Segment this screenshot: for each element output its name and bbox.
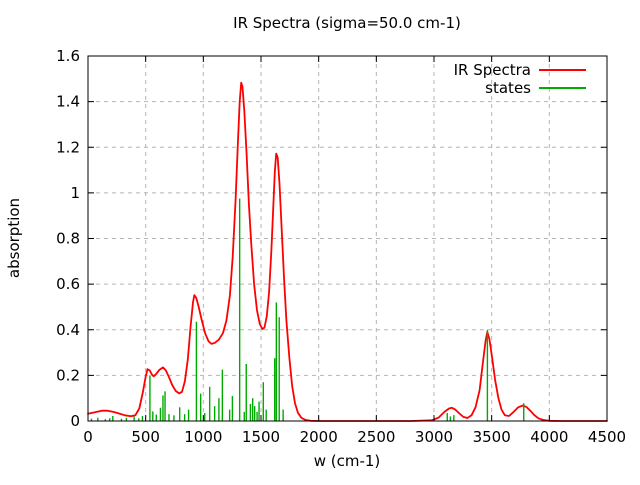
x-tick-label: 3500: [473, 428, 511, 446]
y-tick-label: 1.4: [56, 93, 80, 111]
legend-label-states: states: [485, 79, 531, 97]
legend-label-ir-spectra: IR Spectra: [454, 61, 531, 79]
x-tick-label: 500: [131, 428, 160, 446]
x-tick-label: 2500: [357, 428, 395, 446]
y-tick-label: 0.2: [56, 366, 80, 384]
x-tick-label: 1000: [184, 428, 222, 446]
x-axis-label: w (cm-1): [314, 452, 381, 470]
y-tick-label: 1.2: [56, 138, 80, 156]
y-tick-label: 0.6: [56, 275, 80, 293]
x-tick-label: 4000: [530, 428, 568, 446]
x-tick-label: 3000: [415, 428, 453, 446]
plot-border: [87, 55, 608, 422]
y-tick-label: 0.8: [56, 230, 80, 248]
x-tick-label: 0: [83, 428, 93, 446]
y-axis-label: absorption: [5, 198, 23, 278]
y-tick-label: 0.4: [56, 321, 80, 339]
x-tick-label: 1500: [242, 428, 280, 446]
legend: IR Spectra states: [454, 61, 586, 97]
y-tick-label: 1: [70, 184, 80, 202]
ir-spectra-curve: [87, 81, 608, 422]
y-tick-label: 1.6: [56, 47, 80, 65]
x-tick-label: 4500: [588, 428, 626, 446]
x-tick-label: 2000: [300, 428, 338, 446]
y-tick-label: 0: [70, 412, 80, 430]
chart-title: IR Spectra (sigma=50.0 cm-1): [233, 14, 461, 32]
